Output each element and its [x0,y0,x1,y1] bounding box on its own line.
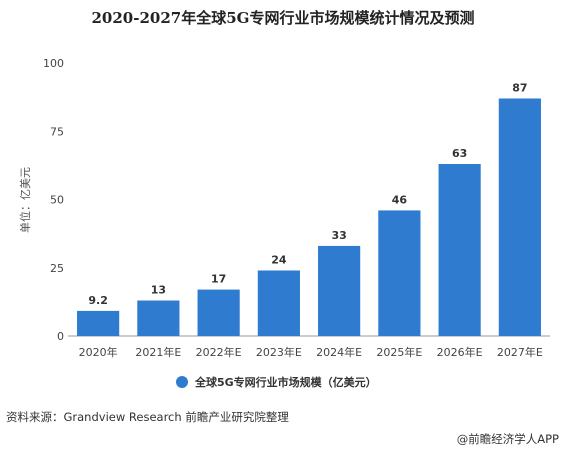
y-tick-label: 75 [50,125,64,138]
data-labels-group: 9.2 13 17 24 33 46 63 87 [88,81,527,306]
y-tick-label: 50 [50,194,64,207]
data-label: 63 [452,147,467,160]
x-axis-ticks: 2020年 2021年E 2022年E 2023年E 2024年E 2025年E 2026年… [79,345,543,359]
x-tick-label: 2021年E [135,345,181,359]
data-label: 87 [512,81,527,94]
x-tick-label: 2026年E [437,345,483,359]
data-label: 13 [151,284,166,297]
bar [318,245,361,336]
y-tick-label: 100 [43,57,64,70]
bar [438,164,481,336]
bars-group [77,98,541,337]
source-note: 资料来源：Grandview Research 前瞻产业研究院整理 [6,410,289,424]
x-tick-label: 2023年E [256,345,302,359]
x-tick-label: 2027年E [497,345,543,359]
bar [137,300,180,336]
data-label: 46 [392,193,408,206]
y-tick-label: 25 [50,262,64,275]
legend-swatch [176,376,188,388]
y-axis-ticks: 0 25 50 75 100 [43,57,64,343]
x-tick-label: 2024年E [316,345,362,359]
data-label: 24 [271,253,287,266]
data-label: 17 [211,273,226,286]
data-label: 9.2 [88,294,108,307]
x-tick-label: 2025年E [376,345,422,359]
x-tick-label: 2020年 [79,345,118,359]
bar [378,210,421,336]
chart-title: 2020-2027年全球5G专网行业市场规模统计情况及预测 [92,9,475,27]
legend: 全球5G专网行业市场规模（亿美元） [176,375,377,389]
bar [257,270,300,336]
bar [498,98,541,337]
legend-label: 全球5G专网行业市场规模（亿美元） [194,375,377,389]
bar [77,310,120,336]
bar [197,289,240,336]
brand-label: @前瞻经济学人APP [456,432,559,446]
y-tick-label: 0 [57,330,64,343]
x-tick-label: 2022年E [196,345,242,359]
y-axis-label: 单位：亿美元 [18,167,32,233]
data-label: 33 [331,229,346,242]
